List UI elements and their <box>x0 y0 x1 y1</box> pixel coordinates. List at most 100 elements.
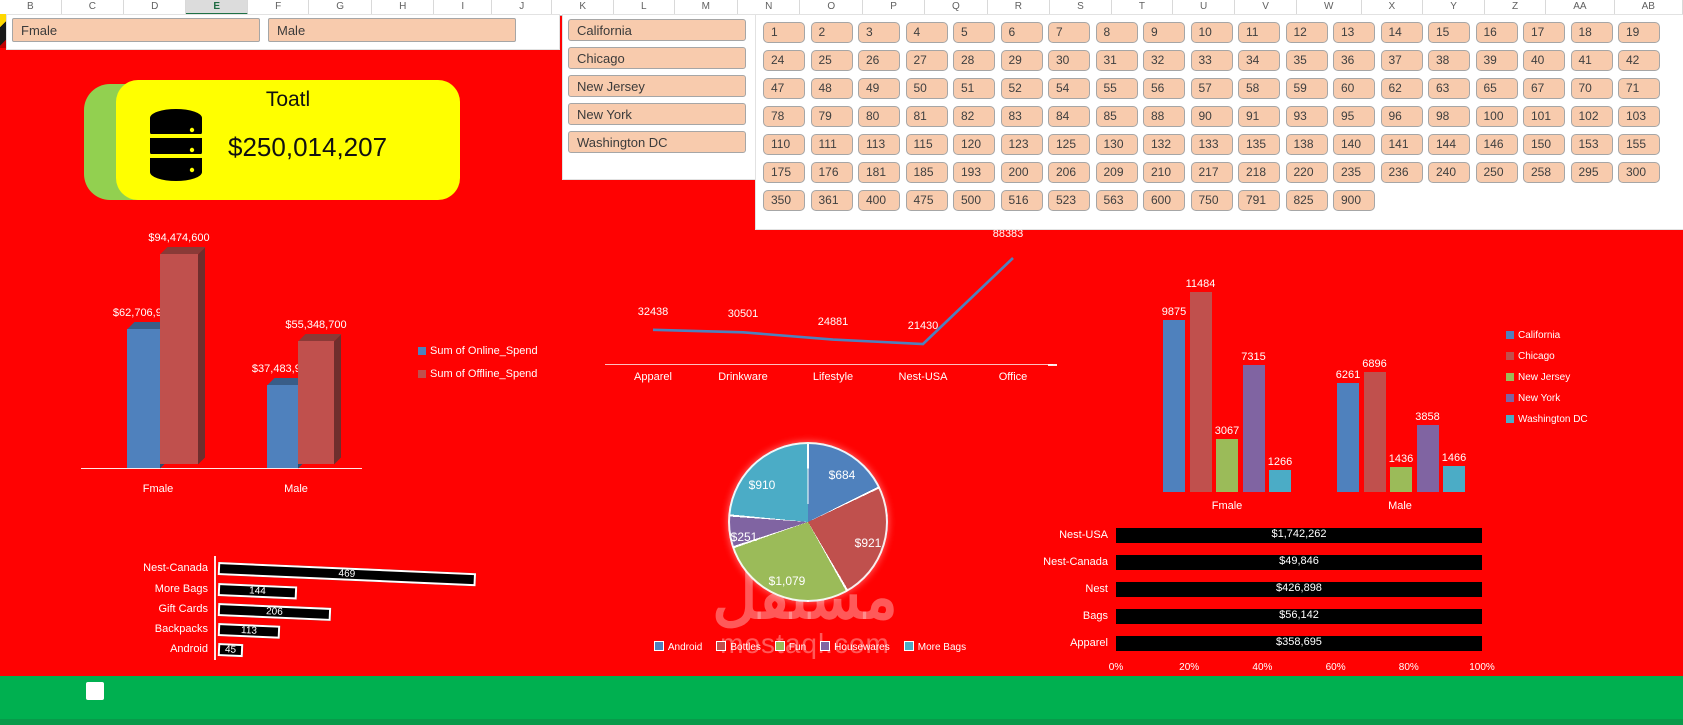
quantity-slicer-item-57[interactable]: 57 <box>1190 78 1233 99</box>
column-header-J[interactable]: J <box>492 0 553 15</box>
quantity-slicer-item-10[interactable]: 10 <box>1190 22 1233 43</box>
column-header-U[interactable]: U <box>1172 0 1236 15</box>
quantity-slicer-item-11[interactable]: 11 <box>1238 22 1280 43</box>
quantity-slicer-item-200[interactable]: 200 <box>1000 162 1043 183</box>
location-slicer-item-new-york[interactable]: New York <box>568 103 746 125</box>
quantity-slicer-item-1[interactable]: 1 <box>763 22 805 43</box>
quantity-slicer-item-150[interactable]: 150 <box>1523 134 1565 155</box>
quantity-slicer-item-523[interactable]: 523 <box>1048 190 1090 211</box>
column-header-AA[interactable]: AA <box>1546 0 1615 15</box>
quantity-slicer-item-110[interactable]: 110 <box>763 134 805 155</box>
column-header-Z[interactable]: Z <box>1484 0 1547 15</box>
column-header-G[interactable]: G <box>309 0 373 15</box>
quantity-slicer-item-54[interactable]: 54 <box>1048 78 1090 99</box>
column-header-L[interactable]: L <box>614 0 675 15</box>
quantity-slicer-item-300[interactable]: 300 <box>1618 162 1660 183</box>
quantity-slicer-item-175[interactable]: 175 <box>763 162 805 183</box>
gender-slicer-item-male[interactable]: Male <box>268 18 516 42</box>
quantity-slicer-item-40[interactable]: 40 <box>1523 50 1565 71</box>
quantity-slicer-item-93[interactable]: 93 <box>1285 106 1328 127</box>
quantity-slicer-item-563[interactable]: 563 <box>1095 190 1138 211</box>
quantity-slicer-item-144[interactable]: 144 <box>1428 134 1470 155</box>
column-header-F[interactable]: F <box>248 0 310 15</box>
quantity-slicer-item-2[interactable]: 2 <box>810 22 853 43</box>
quantity-slicer-item-113[interactable]: 113 <box>858 134 900 155</box>
quantity-slicer-item-235[interactable]: 235 <box>1333 162 1375 183</box>
quantity-slicer-item-250[interactable]: 250 <box>1475 162 1518 183</box>
quantity-slicer-item-17[interactable]: 17 <box>1523 22 1565 43</box>
quantity-slicer-item-16[interactable]: 16 <box>1475 22 1518 43</box>
column-header-D[interactable]: D <box>124 0 187 15</box>
column-header-T[interactable]: T <box>1111 0 1173 15</box>
column-header-S[interactable]: S <box>1050 0 1112 15</box>
quantity-slicer-item-210[interactable]: 210 <box>1143 162 1185 183</box>
quantity-slicer-item-258[interactable]: 258 <box>1523 162 1565 183</box>
quantity-slicer-item-98[interactable]: 98 <box>1428 106 1470 127</box>
quantity-slicer-item-132[interactable]: 132 <box>1143 134 1185 155</box>
quantity-slicer-item-6[interactable]: 6 <box>1000 22 1043 43</box>
quantity-slicer-item-42[interactable]: 42 <box>1618 50 1660 71</box>
location-slicer-item-washington-dc[interactable]: Washington DC <box>568 131 746 153</box>
quantity-slicer-item-791[interactable]: 791 <box>1238 190 1280 211</box>
quantity-slicer-item-31[interactable]: 31 <box>1095 50 1138 71</box>
quantity-slicer-item-350[interactable]: 350 <box>763 190 805 211</box>
quantity-slicer-item-125[interactable]: 125 <box>1048 134 1090 155</box>
quantity-slicer-item-400[interactable]: 400 <box>858 190 900 211</box>
quantity-slicer-item-90[interactable]: 90 <box>1190 106 1233 127</box>
quantity-slicer-item-120[interactable]: 120 <box>953 134 995 155</box>
quantity-slicer-item-71[interactable]: 71 <box>1618 78 1660 99</box>
column-header-W[interactable]: W <box>1297 0 1362 15</box>
quantity-slicer-item-50[interactable]: 50 <box>905 78 948 99</box>
quantity-slicer-item-67[interactable]: 67 <box>1523 78 1565 99</box>
quantity-slicer-item-7[interactable]: 7 <box>1048 22 1090 43</box>
quantity-slicer-item-140[interactable]: 140 <box>1333 134 1375 155</box>
quantity-slicer-item-79[interactable]: 79 <box>810 106 853 127</box>
quantity-slicer-item-825[interactable]: 825 <box>1285 190 1328 211</box>
quantity-slicer-item-96[interactable]: 96 <box>1380 106 1423 127</box>
quantity-slicer-item-4[interactable]: 4 <box>905 22 948 43</box>
column-header-B[interactable]: B <box>0 0 62 15</box>
quantity-slicer-item-33[interactable]: 33 <box>1190 50 1233 71</box>
quantity-slicer-item-83[interactable]: 83 <box>1000 106 1043 127</box>
quantity-slicer-item-176[interactable]: 176 <box>810 162 853 183</box>
column-header-P[interactable]: P <box>863 0 925 15</box>
quantity-slicer-item-155[interactable]: 155 <box>1618 134 1660 155</box>
quantity-slicer-item-60[interactable]: 60 <box>1333 78 1375 99</box>
quantity-slicer-item-361[interactable]: 361 <box>810 190 853 211</box>
quantity-slicer-item-236[interactable]: 236 <box>1380 162 1423 183</box>
quantity-slicer-item-123[interactable]: 123 <box>1000 134 1043 155</box>
quantity-slicer-item-111[interactable]: 111 <box>810 134 853 155</box>
quantity-slicer-item-63[interactable]: 63 <box>1428 78 1470 99</box>
quantity-slicer-item-13[interactable]: 13 <box>1333 22 1375 43</box>
quantity-slicer-item-133[interactable]: 133 <box>1190 134 1233 155</box>
column-header-M[interactable]: M <box>674 0 739 15</box>
quantity-slicer-item-8[interactable]: 8 <box>1095 22 1138 43</box>
quantity-slicer-item-600[interactable]: 600 <box>1143 190 1185 211</box>
quantity-slicer-item-85[interactable]: 85 <box>1095 106 1138 127</box>
quantity-slicer-item-209[interactable]: 209 <box>1095 162 1138 183</box>
quantity-slicer-item-36[interactable]: 36 <box>1333 50 1375 71</box>
quantity-slicer-item-51[interactable]: 51 <box>953 78 995 99</box>
quantity-slicer-item-35[interactable]: 35 <box>1285 50 1328 71</box>
quantity-slicer-item-88[interactable]: 88 <box>1143 106 1185 127</box>
quantity-slicer-item-26[interactable]: 26 <box>858 50 900 71</box>
quantity-slicer-item-138[interactable]: 138 <box>1285 134 1328 155</box>
quantity-slicer-item-56[interactable]: 56 <box>1143 78 1185 99</box>
quantity-slicer-item-240[interactable]: 240 <box>1428 162 1470 183</box>
quantity-slicer-item-100[interactable]: 100 <box>1475 106 1518 127</box>
quantity-slicer-item-206[interactable]: 206 <box>1048 162 1090 183</box>
quantity-slicer-item-30[interactable]: 30 <box>1048 50 1090 71</box>
quantity-slicer-item-95[interactable]: 95 <box>1333 106 1375 127</box>
quantity-slicer-item-19[interactable]: 19 <box>1618 22 1660 43</box>
quantity-slicer-item-59[interactable]: 59 <box>1285 78 1328 99</box>
quantity-slicer-item-500[interactable]: 500 <box>953 190 995 211</box>
quantity-slicer-item-49[interactable]: 49 <box>858 78 900 99</box>
quantity-slicer-item-12[interactable]: 12 <box>1285 22 1328 43</box>
quantity-slicer-item-3[interactable]: 3 <box>858 22 900 43</box>
quantity-slicer-item-27[interactable]: 27 <box>905 50 948 71</box>
quantity-slicer-item-135[interactable]: 135 <box>1238 134 1280 155</box>
quantity-slicer-item-103[interactable]: 103 <box>1618 106 1660 127</box>
quantity-slicer-item-220[interactable]: 220 <box>1285 162 1328 183</box>
quantity-slicer-item-37[interactable]: 37 <box>1380 50 1423 71</box>
quantity-slicer-item-217[interactable]: 217 <box>1190 162 1233 183</box>
